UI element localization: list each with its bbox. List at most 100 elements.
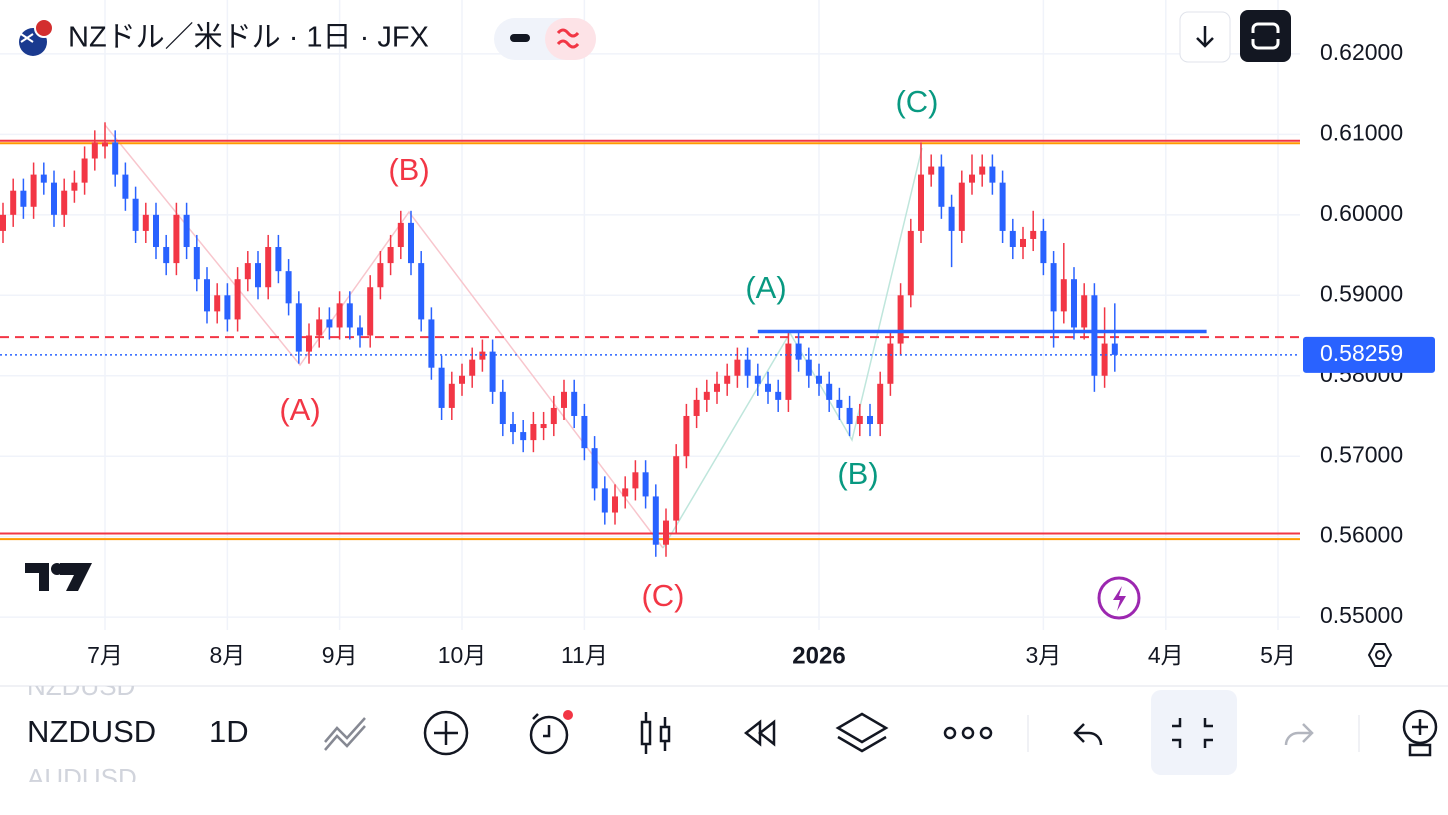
- drawings-icon-base: [1408, 719, 1432, 757]
- y-tick-label: 0.62000: [1320, 39, 1403, 65]
- wave-label: (B): [837, 456, 878, 491]
- candle-body: [367, 287, 374, 336]
- interval-button[interactable]: 1D: [209, 714, 249, 749]
- candle-body: [785, 343, 792, 400]
- candle-body: [40, 174, 47, 183]
- flag-cross: [20, 33, 34, 43]
- candle-body: [346, 303, 353, 328]
- candle-body: [91, 142, 98, 159]
- candle-body: [153, 214, 159, 248]
- candle-body: [918, 174, 924, 231]
- candle-body: [397, 222, 404, 248]
- candle-body: [601, 488, 608, 513]
- candle-body: [856, 415, 863, 425]
- undo-icon[interactable]: [1073, 723, 1103, 746]
- x-tick-label: 7月: [87, 642, 123, 668]
- candle-body: [989, 166, 996, 183]
- candle-body: [163, 247, 170, 264]
- candle-body: [622, 488, 629, 497]
- x-tick-label: 11月: [561, 642, 608, 668]
- candle-body: [316, 319, 323, 336]
- candle-body: [948, 206, 955, 231]
- y-tick-label: 0.61000: [1320, 119, 1403, 145]
- add-icon-plus: [434, 721, 458, 745]
- wave-label: (C): [641, 578, 684, 613]
- alert-icon[interactable]: [529, 715, 569, 755]
- more-icon-1[interactable]: [943, 726, 957, 740]
- candle-body: [275, 247, 282, 272]
- symbol-title: NZドル／米ドル · 1日 · JFX: [68, 21, 429, 54]
- candle-body: [999, 182, 1006, 231]
- candle-body: [1020, 238, 1026, 248]
- candle-body: [510, 424, 516, 433]
- candle-body: [571, 391, 578, 416]
- plot-area: [0, 122, 1300, 557]
- collapse-button[interactable]: [1151, 690, 1237, 775]
- grid: [0, 0, 1300, 630]
- candle-body: [112, 142, 119, 175]
- x-tick-label: 5月: [1260, 642, 1296, 668]
- candle-body: [877, 383, 884, 425]
- more-icon-3: [979, 726, 993, 740]
- wave-label: (C): [895, 84, 938, 119]
- layers-icon[interactable]: [835, 712, 889, 753]
- candle-body: [1071, 279, 1077, 328]
- candle-body: [51, 182, 57, 215]
- toolbar-icons: [324, 710, 1314, 756]
- candle-body: [102, 142, 108, 147]
- drawings-icon[interactable]: [1402, 709, 1438, 745]
- candle-body: [428, 319, 435, 368]
- candle-body: [122, 174, 129, 199]
- candle-body: [1060, 279, 1067, 312]
- candle-body: [765, 383, 771, 392]
- candle-body: [938, 166, 945, 207]
- more-icon-2: [961, 726, 975, 740]
- candle-body: [1040, 230, 1047, 264]
- candle-body: [459, 375, 465, 384]
- flag-us: [34, 18, 54, 38]
- candle-body: [20, 190, 27, 207]
- add-icon[interactable]: [423, 710, 469, 756]
- next-symbol[interactable]: AUDUSD: [27, 763, 137, 793]
- wave-label: (B): [388, 152, 429, 187]
- collapse-icon: [1172, 718, 1213, 748]
- candle-body: [234, 279, 241, 320]
- fullscreen-icon-gap: [1249, 33, 1282, 39]
- redo-icon[interactable]: [1284, 723, 1314, 746]
- candle-body: [673, 456, 680, 521]
- indicators-icon[interactable]: [324, 717, 366, 751]
- candle-body: [418, 263, 425, 320]
- candle-body: [744, 359, 751, 376]
- symbol-header[interactable]: NZドル／米ドル · 1日 · JFX: [19, 18, 429, 56]
- prev-symbol[interactable]: NZDUSD: [27, 671, 135, 701]
- candle-body: [683, 415, 690, 457]
- candle-body: [255, 263, 261, 288]
- y-tick-label: 0.59000: [1320, 280, 1403, 306]
- candle-body: [703, 391, 710, 400]
- candle-body: [0, 214, 6, 231]
- candle-body: [479, 351, 486, 360]
- candle-body: [591, 448, 598, 489]
- y-tick-label: 0.56000: [1320, 522, 1403, 548]
- symbol-picker[interactable]: NZDUSD NZDUSD AUDUSD: [27, 671, 156, 793]
- replay-icon[interactable]: [743, 719, 776, 747]
- candle-body: [489, 351, 496, 392]
- candle-body: [642, 472, 649, 497]
- candle-body: [183, 214, 190, 248]
- status-pill-right: [545, 18, 596, 60]
- candle-body: [224, 295, 231, 320]
- alert-badge: [563, 710, 573, 720]
- settings-icon[interactable]: [1367, 643, 1393, 667]
- candle-body: [612, 496, 618, 513]
- current-symbol[interactable]: NZDUSD: [27, 714, 156, 749]
- x-tick-label: 9月: [322, 642, 358, 668]
- x-tick-label: 3月: [1026, 642, 1062, 668]
- candle-body: [540, 424, 547, 429]
- candle-body: [652, 496, 659, 545]
- y-tick-label: 0.57000: [1320, 441, 1403, 467]
- candle-body: [1091, 295, 1098, 376]
- candle-body: [377, 263, 384, 288]
